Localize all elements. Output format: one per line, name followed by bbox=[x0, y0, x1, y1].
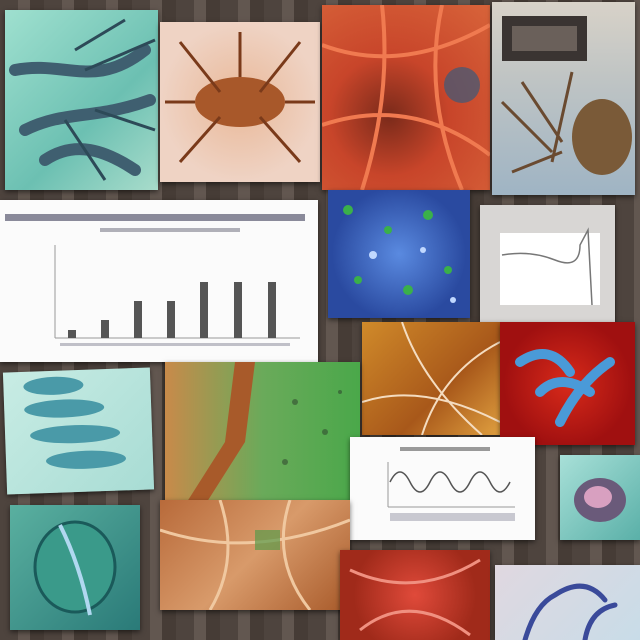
photo-tile bbox=[495, 565, 640, 640]
illustration bbox=[574, 478, 626, 522]
photo-tile bbox=[560, 455, 640, 540]
photo-tile bbox=[492, 2, 635, 195]
photo-tile bbox=[165, 362, 360, 505]
illustration bbox=[160, 500, 350, 610]
illustration bbox=[165, 32, 315, 163]
photo-tile bbox=[10, 505, 140, 630]
photo-tile bbox=[340, 550, 490, 640]
illustration bbox=[362, 322, 500, 435]
illustration bbox=[522, 583, 618, 640]
photo-tile bbox=[500, 322, 635, 445]
illustration bbox=[343, 205, 456, 303]
illustration bbox=[33, 520, 117, 616]
illustration bbox=[500, 16, 632, 175]
photo-tile bbox=[160, 500, 350, 610]
chart-image bbox=[480, 205, 615, 322]
photo-tile bbox=[2, 367, 155, 495]
chart-image bbox=[0, 200, 318, 362]
photo-tile bbox=[160, 22, 320, 182]
photo-tile bbox=[5, 10, 158, 190]
illustration bbox=[515, 349, 615, 427]
chart-sketch bbox=[5, 214, 305, 346]
photo-tile bbox=[362, 322, 500, 435]
chart-image bbox=[350, 437, 535, 540]
chart-sketch bbox=[500, 227, 600, 306]
chart-sketch bbox=[387, 447, 515, 521]
illustration bbox=[23, 376, 126, 469]
illustration bbox=[322, 5, 490, 190]
photo-tile bbox=[322, 5, 490, 190]
illustration bbox=[185, 362, 342, 505]
photo-tile bbox=[328, 190, 470, 318]
illustration bbox=[349, 558, 481, 637]
illustration bbox=[9, 18, 156, 181]
